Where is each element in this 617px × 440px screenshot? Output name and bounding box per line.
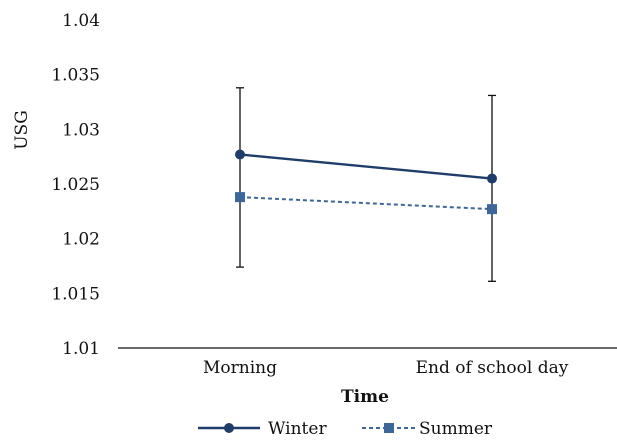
data-point-summer bbox=[487, 204, 497, 215]
x-tick-label: End of school day bbox=[416, 358, 569, 378]
legend-label-summer: Summer bbox=[419, 419, 493, 439]
x-tick-label: Morning bbox=[203, 358, 277, 378]
y-tick-label: 1.035 bbox=[51, 66, 100, 86]
series-markers bbox=[235, 149, 497, 215]
error-bars bbox=[236, 87, 496, 282]
y-axis-title: USG bbox=[12, 110, 32, 150]
legend-marker-winter bbox=[224, 423, 234, 433]
y-axis-ticks: 1.01 1.015 1.02 1.025 1.03 1.035 1.04 bbox=[51, 11, 100, 359]
series-lines bbox=[239, 153, 493, 211]
data-point-winter bbox=[487, 173, 497, 184]
series-line-winter bbox=[239, 153, 493, 180]
y-tick-label: 1.04 bbox=[62, 11, 100, 31]
y-tick-label: 1.025 bbox=[51, 175, 100, 195]
y-tick-label: 1.02 bbox=[62, 230, 100, 250]
legend: Winter Summer bbox=[198, 419, 493, 439]
legend-marker-summer bbox=[384, 423, 394, 433]
legend-label-winter: Winter bbox=[268, 419, 327, 439]
x-axis-ticks: Morning End of school day bbox=[203, 358, 569, 378]
x-axis-title: Time bbox=[341, 387, 389, 407]
y-tick-label: 1.015 bbox=[51, 284, 100, 304]
y-tick-label: 1.03 bbox=[62, 120, 100, 140]
series-line-summer bbox=[239, 196, 493, 211]
data-point-winter bbox=[235, 149, 245, 160]
data-point-summer bbox=[235, 192, 245, 203]
y-tick-label: 1.01 bbox=[62, 339, 100, 359]
